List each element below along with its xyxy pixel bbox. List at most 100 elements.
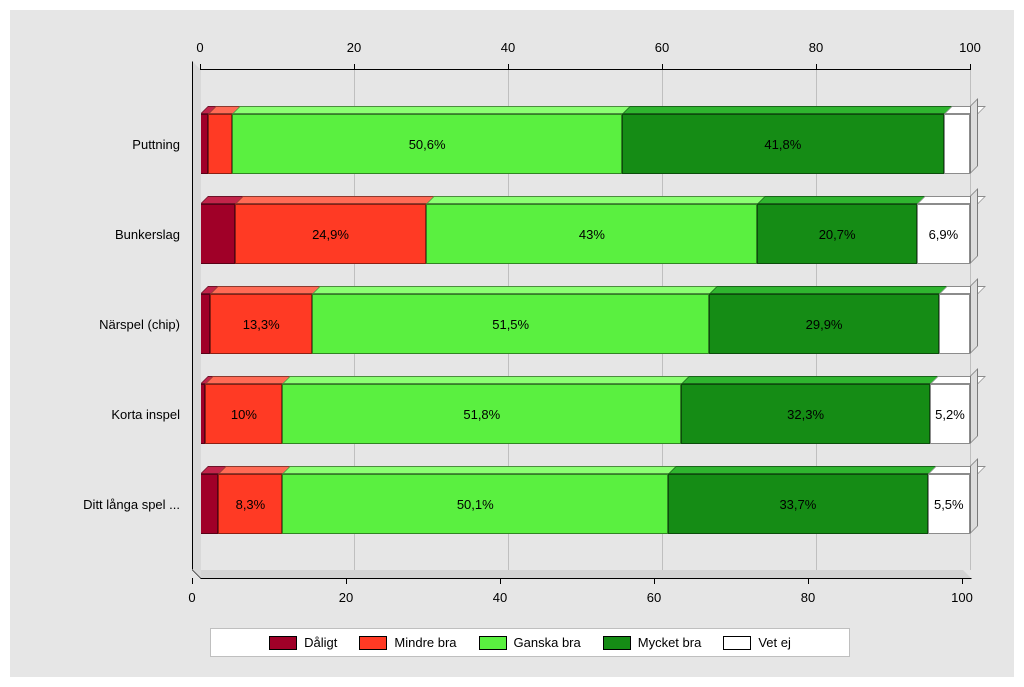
bar-segment-top <box>668 466 943 474</box>
bar-segment-top <box>282 376 697 384</box>
bar-segment-top <box>235 196 443 204</box>
legend-swatch <box>269 636 297 650</box>
bar-segment-face <box>200 474 218 534</box>
x-axis-line-top <box>200 69 970 70</box>
legend-label: Dåligt <box>304 635 337 650</box>
x-tick-label-top: 20 <box>334 40 374 55</box>
bar-segment <box>200 196 235 264</box>
x-tick-label-bottom: 60 <box>634 590 674 605</box>
x-tick-bottom <box>962 578 963 584</box>
plot-area: 50,6%41,8% 24,9%43%20,7%6,9% 13,3%51,5%29,… <box>200 70 970 570</box>
bar-segment-top <box>426 196 773 204</box>
x-tick-label-top: 80 <box>796 40 836 55</box>
bar-segment-top <box>282 466 684 474</box>
bar-segment-face <box>312 294 709 354</box>
bar-segment-face <box>917 204 970 264</box>
bar-segment: 51,5% <box>312 286 709 354</box>
x-tick-top <box>970 64 971 70</box>
category-label: Ditt långa spel ... <box>30 484 190 524</box>
bar-segment-face <box>200 294 210 354</box>
x-tick-bottom <box>654 578 655 584</box>
bar-segment: 50,1% <box>282 466 668 534</box>
x-tick-label-top: 100 <box>950 40 990 55</box>
x-tick-bottom <box>500 578 501 584</box>
bar-end-cap <box>970 278 978 354</box>
bar-end-cap <box>970 98 978 174</box>
legend-item: Vet ej <box>723 635 791 650</box>
bar-segment: 29,9% <box>709 286 939 354</box>
legend-swatch <box>723 636 751 650</box>
bar-segment <box>944 106 970 174</box>
legend-swatch <box>479 636 507 650</box>
x-tick-bottom <box>808 578 809 584</box>
legend-item: Mindre bra <box>359 635 456 650</box>
bar-row: 24,9%43%20,7%6,9% <box>200 196 970 264</box>
legend-item: Mycket bra <box>603 635 702 650</box>
bar-segment: 6,9% <box>917 196 970 264</box>
bar-segment-top <box>681 376 946 384</box>
bar-segment-face <box>200 204 235 264</box>
bar-row: 10%51,8%32,3%5,2% <box>200 376 970 444</box>
bar-end-cap <box>970 188 978 264</box>
legend-swatch <box>359 636 387 650</box>
bar-segment-face <box>622 114 944 174</box>
bar-segment-face <box>210 294 312 354</box>
bar-segment: 41,8% <box>622 106 944 174</box>
category-label: Närspel (chip) <box>30 304 190 344</box>
bar-segment-face <box>681 384 930 444</box>
bar-segment-top <box>944 106 986 114</box>
category-label: Bunkerslag <box>30 214 190 254</box>
bar-segment <box>208 106 232 174</box>
x-tick-bottom <box>346 578 347 584</box>
x-tick-label-top: 60 <box>642 40 682 55</box>
bar-segment: 33,7% <box>668 466 927 534</box>
bar-segment-face <box>218 474 282 534</box>
x-tick-label-bottom: 20 <box>326 590 366 605</box>
bar-segment-face <box>200 114 208 174</box>
bar-row: 13,3%51,5%29,9% <box>200 286 970 354</box>
x-tick-label-bottom: 40 <box>480 590 520 605</box>
bar-segment-face <box>944 114 970 174</box>
bar-segment-face <box>235 204 427 264</box>
bar-segment-top <box>210 286 328 294</box>
bar-segment-face <box>930 384 970 444</box>
bar-segment-top <box>232 106 638 114</box>
bar-segment-top <box>757 196 932 204</box>
legend-item: Dåligt <box>269 635 337 650</box>
bar-segment: 32,3% <box>681 376 930 444</box>
legend-label: Ganska bra <box>514 635 581 650</box>
bar-segment <box>939 286 970 354</box>
bar-segment-face <box>928 474 970 534</box>
legend-label: Mycket bra <box>638 635 702 650</box>
legend: Dåligt Mindre bra Ganska bra Mycket bra Vet … <box>210 628 850 657</box>
x-tick-label-bottom: 100 <box>942 590 982 605</box>
bar-segment-face <box>757 204 916 264</box>
x-tick-label-bottom: 80 <box>788 590 828 605</box>
bar-segment <box>200 466 218 534</box>
legend-label: Mindre bra <box>394 635 456 650</box>
bar-segment-face <box>282 384 681 444</box>
legend-item: Ganska bra <box>479 635 581 650</box>
legend-swatch <box>603 636 631 650</box>
category-label: Korta inspel <box>30 394 190 434</box>
bar-segment-face <box>426 204 757 264</box>
bar-segment-face <box>282 474 668 534</box>
bar-segment: 43% <box>426 196 757 264</box>
bar-segment-face <box>668 474 927 534</box>
bar-segment-top <box>312 286 725 294</box>
plot-leftwall-3d <box>192 61 201 578</box>
bar-segment: 10% <box>205 376 282 444</box>
bar-segment <box>200 106 208 174</box>
x-tick-label-bottom: 0 <box>172 590 212 605</box>
bar-segment-top <box>709 286 955 294</box>
bar-end-cap <box>970 458 978 534</box>
x-tick-label-top: 0 <box>180 40 220 55</box>
x-tick-bottom <box>192 578 193 584</box>
bar-segment: 24,9% <box>235 196 427 264</box>
bar-segment-face <box>709 294 939 354</box>
bar-segment: 50,6% <box>232 106 622 174</box>
bar-segment-face <box>205 384 282 444</box>
bar-segment: 5,2% <box>930 376 970 444</box>
bar-segment-face <box>232 114 622 174</box>
bar-row: 8,3%50,1%33,7%5,5% <box>200 466 970 534</box>
